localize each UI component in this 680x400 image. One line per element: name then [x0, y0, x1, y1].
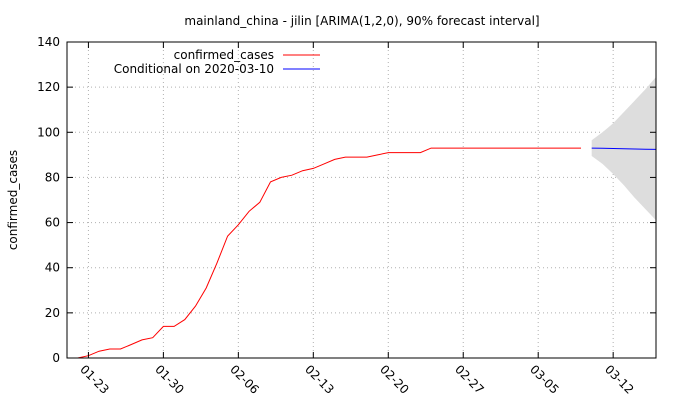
legend: confirmed_cases Conditional on 2020-03-1… — [114, 48, 320, 76]
x-tick-label: 02-13 — [302, 362, 337, 397]
legend-label-conditional-forecast: Conditional on 2020-03-10 — [114, 62, 274, 76]
legend-label-confirmed-cases: confirmed_cases — [174, 48, 274, 62]
x-tick-label: 02-20 — [377, 362, 412, 397]
x-tick-label: 02-27 — [452, 362, 487, 397]
series-layer — [77, 147, 657, 359]
series-line-conditional-forecast — [591, 147, 657, 150]
y-tick-label: 0 — [52, 351, 60, 365]
chart-title: mainland_china - jilin [ARIMA(1,2,0), 90… — [184, 14, 539, 28]
y-tick-label: 60 — [45, 216, 60, 230]
y-tick-label: 100 — [37, 125, 60, 139]
y-tick-label: 40 — [45, 261, 60, 275]
plot-frame — [66, 41, 657, 359]
x-tick-label: 03-05 — [527, 362, 562, 397]
y-tick-label: 20 — [45, 306, 60, 320]
y-tick-label: 140 — [37, 35, 60, 49]
x-tick-label: 02-06 — [227, 362, 262, 397]
y-tick-label: 80 — [45, 170, 60, 184]
x-tick-label: 03-12 — [602, 362, 637, 397]
y-tick-label: 120 — [37, 80, 60, 94]
series-line-confirmed-cases — [77, 147, 581, 359]
x-tick-label: 01-30 — [152, 362, 187, 397]
axis-ticks: 0 20 40 60 80 100 120 140 01-23 01-30 02-06 02-13 02… — [37, 35, 656, 397]
x-tick-label: 01-23 — [77, 362, 112, 397]
grid — [67, 42, 656, 358]
y-axis-label: confirmed_cases — [6, 150, 20, 250]
